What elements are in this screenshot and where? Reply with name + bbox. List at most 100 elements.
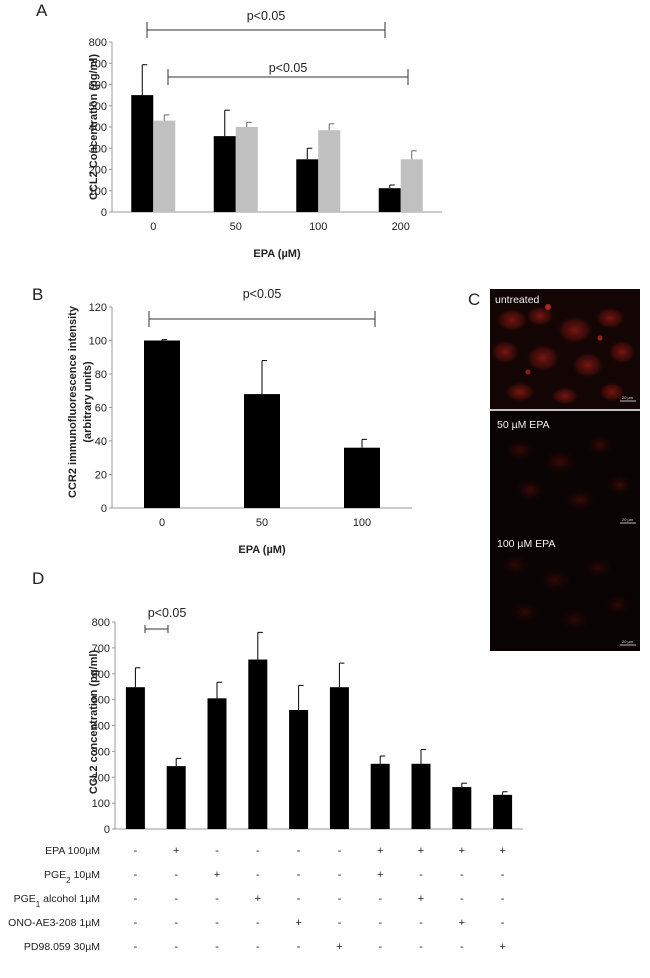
chart-b-ylabel-line2: (arbitrary units): [82, 361, 94, 443]
treatment-label-main: PGE: [44, 869, 66, 881]
treatment-plus: +: [173, 845, 179, 857]
bar: [289, 709, 309, 829]
treatment-minus: -: [174, 941, 178, 953]
y-tick-label: 700: [92, 643, 110, 655]
treatment-label: ONO-AE3-208 1µM: [8, 917, 100, 929]
scale-bar-label: 20 µm: [622, 395, 634, 400]
treatment-plus: +: [418, 893, 424, 905]
treatment-plus: +: [459, 845, 465, 857]
treatment-label: PD98.059 30µM: [24, 941, 100, 953]
treatment-plus: +: [377, 869, 383, 881]
x-tick-label: 0: [150, 221, 156, 233]
treatment-minus: -: [256, 845, 260, 857]
treatment-plus: +: [214, 869, 220, 881]
micrograph-label-untreated: untreated: [495, 294, 540, 306]
bar: [131, 95, 154, 212]
chart-b-ylabel-line1: CCR2 immunofluorescence intensity: [67, 305, 79, 498]
bar: [318, 130, 341, 212]
bar: [125, 687, 145, 829]
treatment-minus: -: [297, 893, 301, 905]
treatment-minus: -: [501, 917, 505, 929]
y-tick-label: 0: [101, 207, 107, 219]
treatment-plus: +: [377, 845, 383, 857]
panel-letter-c: C: [468, 290, 480, 309]
chart-d-ylabel: CCL2 concentration (pg/ml): [88, 650, 100, 795]
micrograph-50-epa: 50 µM EPA 20 µm: [497, 419, 636, 524]
bar: [166, 766, 186, 829]
treatment-minus: -: [460, 893, 464, 905]
chart-a-xlabel: EPA (µM): [253, 248, 301, 260]
treatment-minus: -: [297, 941, 301, 953]
bar: [493, 794, 513, 829]
treatment-plus: +: [336, 941, 342, 953]
treatment-plus: +: [418, 845, 424, 857]
treatment-label-rest: 10µM: [71, 869, 100, 881]
micrograph-panel: untreated 20 µm 50 µM EPA 20 µm 100 µM E…: [490, 289, 640, 651]
bar: [452, 787, 472, 829]
y-tick-label: 120: [89, 302, 107, 314]
treatment-minus: -: [134, 893, 138, 905]
treatment-minus: -: [338, 869, 342, 881]
y-tick-label: 80: [95, 369, 107, 381]
significance-label: p<0.05: [269, 61, 308, 75]
bar: [244, 394, 280, 508]
treatment-plus: +: [255, 893, 261, 905]
treatment-label-main: PGE: [14, 893, 36, 905]
y-tick-label: 700: [89, 58, 107, 70]
treatment-minus: -: [256, 917, 260, 929]
chart-d: CCL2 concentration (pg/ml) 0 100 200 300 400…: [8, 606, 523, 953]
treatment-minus: -: [378, 941, 382, 953]
treatment-minus: -: [174, 869, 178, 881]
y-tick-label: 600: [89, 80, 107, 92]
treatment-minus: -: [215, 941, 219, 953]
treatment-minus: -: [134, 869, 138, 881]
significance-label: p<0.05: [247, 9, 286, 23]
treatment-plus: +: [295, 917, 301, 929]
y-tick-label: 500: [92, 695, 110, 707]
y-tick-label: 100: [92, 798, 110, 810]
treatment-minus: -: [174, 893, 178, 905]
y-tick-label: 100: [89, 186, 107, 198]
y-tick-label: 400: [89, 122, 107, 134]
treatment-minus: -: [215, 893, 219, 905]
treatment-minus: -: [297, 845, 301, 857]
treatment-minus: -: [419, 941, 423, 953]
y-tick-label: 200: [92, 772, 110, 784]
bar: [153, 120, 176, 212]
bar: [248, 659, 268, 829]
bar: [400, 159, 423, 212]
treatment-label-subscript: 1: [36, 900, 41, 909]
y-tick-label: 0: [101, 503, 107, 515]
treatment-minus: -: [134, 917, 138, 929]
treatment-minus: -: [460, 941, 464, 953]
y-tick-label: 300: [92, 746, 110, 758]
scale-bar-label: 20 µm: [622, 639, 634, 644]
y-tick-label: 20: [95, 470, 107, 482]
y-tick-label: 400: [92, 721, 110, 733]
bar: [213, 136, 236, 212]
chart-a-ylabel: CCL2 Concentration (pg/ml): [88, 54, 100, 200]
y-tick-label: 40: [95, 436, 107, 448]
y-tick-label: 800: [92, 617, 110, 629]
panel-letter-a: A: [36, 1, 48, 20]
micrograph-untreated: untreated 20 µm: [490, 289, 640, 409]
treatment-plus: +: [499, 941, 505, 953]
y-tick-label: 800: [89, 37, 107, 49]
y-tick-label: 100: [89, 336, 107, 348]
treatment-minus: -: [378, 917, 382, 929]
treatment-label: EPA 100µM: [45, 845, 100, 857]
bar: [207, 698, 227, 829]
treatment-minus: -: [174, 917, 178, 929]
treatment-minus: -: [256, 869, 260, 881]
bar: [370, 763, 390, 829]
treatment-label: PGE1 alcohol 1µM: [14, 893, 100, 909]
micrograph-label-100-epa: 100 µM EPA: [497, 538, 555, 550]
x-tick-label: 100: [353, 517, 371, 529]
micrograph-label-50-epa: 50 µM EPA: [497, 419, 550, 431]
treatment-minus: -: [134, 845, 138, 857]
bar: [344, 447, 380, 508]
significance-label: p<0.05: [243, 287, 282, 301]
y-tick-label: 600: [92, 669, 110, 681]
bar: [296, 159, 319, 212]
